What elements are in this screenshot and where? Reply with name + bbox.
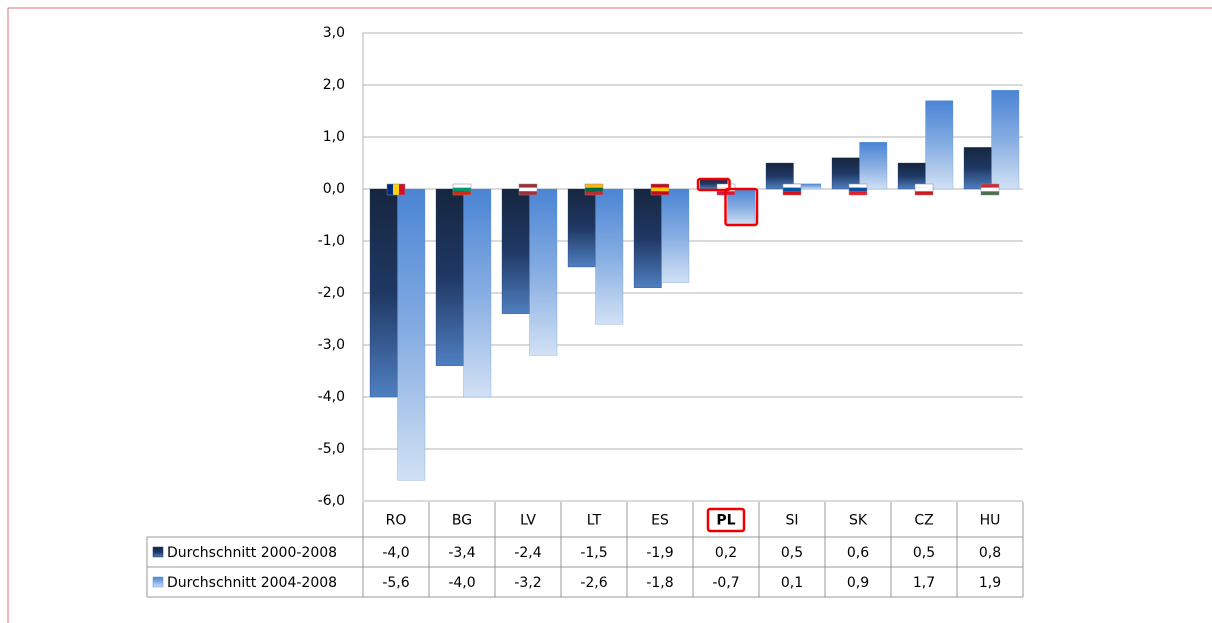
bar xyxy=(567,188,596,268)
legend-label: Durchschnitt 2004-2008 xyxy=(167,575,337,591)
bar xyxy=(595,188,624,325)
legend-label: Durchschnitt 2000-2008 xyxy=(167,545,337,561)
x-tick-label: LV xyxy=(520,513,536,529)
flag xyxy=(783,191,801,195)
data-label: 0,5 xyxy=(781,545,803,561)
x-tick-label: SI xyxy=(785,513,798,529)
y-tick-label: 1,0 xyxy=(323,129,345,145)
data-label: -3,2 xyxy=(514,575,541,591)
flag xyxy=(981,184,999,188)
data-label: 1,9 xyxy=(979,575,1001,591)
flag xyxy=(849,191,867,195)
data-label: -2,4 xyxy=(514,545,541,561)
x-tick-label: SK xyxy=(849,513,868,529)
flag xyxy=(651,191,669,195)
x-tick-label: HU xyxy=(980,513,1001,529)
flag xyxy=(399,184,405,195)
legend-swatch xyxy=(152,546,164,558)
flag xyxy=(849,187,867,192)
flag xyxy=(453,187,471,192)
data-label: -1,5 xyxy=(580,545,607,561)
flag xyxy=(915,184,933,188)
y-tick-label: -4,0 xyxy=(318,389,345,405)
bar xyxy=(925,100,954,190)
data-label: 0,6 xyxy=(847,545,869,561)
flag xyxy=(915,191,933,195)
bar xyxy=(529,188,558,356)
flag-border xyxy=(782,183,802,196)
flag-border xyxy=(452,183,472,196)
flag xyxy=(453,191,471,195)
flag xyxy=(585,187,603,192)
bar xyxy=(369,188,398,398)
x-tick-label: BG xyxy=(452,513,472,529)
x-tick-label: PL xyxy=(716,513,735,529)
flag xyxy=(393,184,399,195)
flag xyxy=(585,184,603,188)
y-tick-label: -3,0 xyxy=(318,337,345,353)
bar xyxy=(633,188,662,288)
data-label: -5,6 xyxy=(382,575,409,591)
y-tick-label: 0,0 xyxy=(323,181,345,197)
flag-border xyxy=(848,183,868,196)
flag-border xyxy=(980,183,1000,196)
flag xyxy=(519,187,537,192)
flag xyxy=(981,191,999,195)
data-label: 0,1 xyxy=(781,575,803,591)
x-tick-label: ES xyxy=(651,513,669,529)
flag-border xyxy=(518,183,538,196)
flag xyxy=(387,184,393,195)
bar xyxy=(463,188,492,398)
data-label: 0,2 xyxy=(715,545,737,561)
flag xyxy=(717,184,735,188)
bar xyxy=(661,188,690,283)
y-tick-label: -1,0 xyxy=(318,233,345,249)
flag xyxy=(981,187,999,192)
flag xyxy=(651,184,669,188)
flag xyxy=(915,187,933,192)
y-tick-label: -6,0 xyxy=(318,493,345,509)
data-label: 0,5 xyxy=(913,545,935,561)
highlight xyxy=(706,507,746,533)
bar xyxy=(991,90,1020,190)
data-label: -4,0 xyxy=(448,575,475,591)
bar xyxy=(397,188,426,481)
flag xyxy=(783,187,801,192)
data-label: -0,7 xyxy=(712,575,739,591)
data-label: 0,8 xyxy=(979,545,1001,561)
flag xyxy=(651,187,669,192)
y-tick-label: 3,0 xyxy=(323,25,345,41)
flag xyxy=(783,184,801,188)
flag xyxy=(585,191,603,195)
data-label: -3,4 xyxy=(448,545,475,561)
data-label: -1,8 xyxy=(646,575,673,591)
x-tick-label: RO xyxy=(386,513,407,529)
flag xyxy=(519,184,537,188)
data-label: -2,6 xyxy=(580,575,607,591)
flag-border xyxy=(584,183,604,196)
bar xyxy=(963,147,992,190)
data-label: 1,7 xyxy=(913,575,935,591)
highlight xyxy=(724,187,759,227)
legend-swatch xyxy=(152,576,164,588)
flag-border xyxy=(914,183,934,196)
flag-border xyxy=(650,183,670,196)
y-tick-label: -2,0 xyxy=(318,285,345,301)
data-label: -1,9 xyxy=(646,545,673,561)
flag xyxy=(453,184,471,188)
data-label: -4,0 xyxy=(382,545,409,561)
y-tick-label: 2,0 xyxy=(323,77,345,93)
bar xyxy=(859,142,888,190)
highlight xyxy=(696,177,731,192)
flag xyxy=(519,191,537,195)
flag-border xyxy=(386,183,406,196)
data-label: 0,9 xyxy=(847,575,869,591)
x-tick-label: CZ xyxy=(914,513,933,529)
x-tick-label: LT xyxy=(587,513,602,529)
bar xyxy=(435,188,464,366)
flag xyxy=(849,184,867,188)
bar xyxy=(501,188,530,314)
y-tick-label: -5,0 xyxy=(318,441,345,457)
